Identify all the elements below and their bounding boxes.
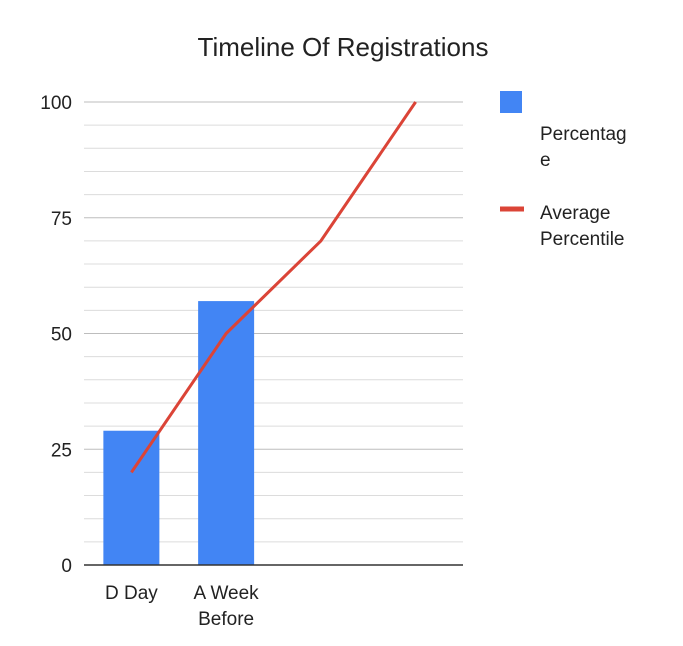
x-axis-ticks: D Day A Week Before	[105, 583, 259, 630]
bar-series	[103, 301, 255, 565]
legend: Percentag e Average Percentile	[500, 91, 627, 250]
legend-label-average-percentile: Percentile	[540, 229, 625, 250]
y-tick-label: 50	[51, 325, 72, 346]
bar	[198, 301, 255, 565]
y-axis-ticks: 0 25 50 75 100	[40, 93, 72, 577]
x-tick-label: A Week	[194, 583, 260, 604]
y-tick-label: 0	[61, 556, 72, 577]
line-series	[130, 101, 417, 474]
legend-label-percentage: Percentag	[540, 124, 627, 145]
gridlines	[84, 101, 463, 543]
line-path	[130, 101, 417, 474]
bar	[103, 430, 160, 565]
legend-label-average-percentile: Average	[540, 203, 610, 224]
legend-swatch-percentage	[500, 91, 522, 113]
legend-label-percentage: e	[540, 150, 551, 171]
x-tick-label: D Day	[105, 583, 158, 604]
chart-title: Timeline Of Registrations	[198, 32, 489, 62]
x-tick-label: Before	[198, 609, 254, 630]
y-tick-label: 100	[40, 93, 72, 114]
y-tick-label: 75	[51, 209, 72, 230]
y-tick-label: 25	[51, 440, 72, 461]
